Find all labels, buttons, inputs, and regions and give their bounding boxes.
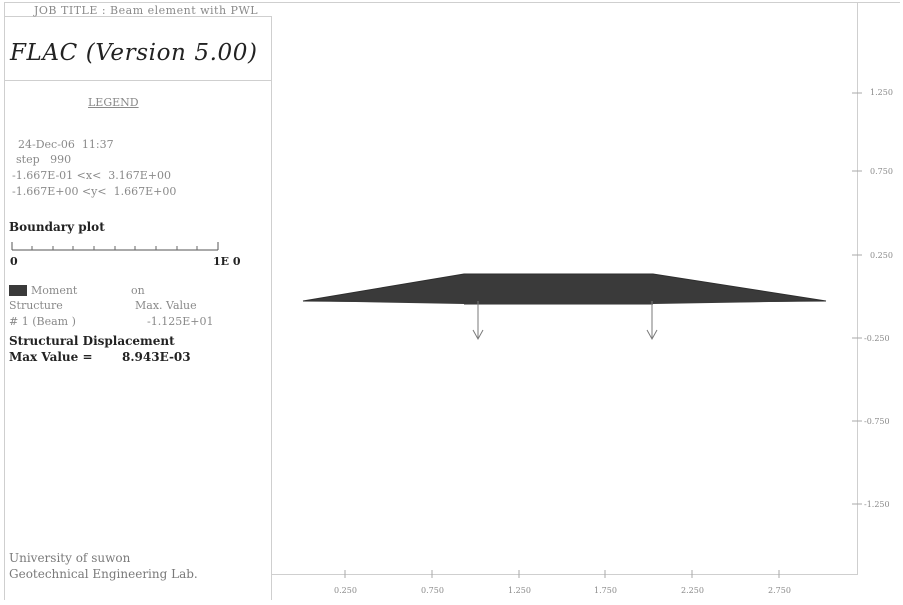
- bottom-border: [272, 574, 858, 575]
- boundary-scale-bar: [11, 242, 219, 251]
- y-tick-label: -0.750: [864, 417, 890, 426]
- footer-university: University of suwon: [9, 551, 131, 565]
- max-value-header: Max. Value: [135, 299, 197, 312]
- boundary-scale-max: 1E 0: [213, 255, 241, 268]
- footer-lab: Geotechnical Engineering Lab.: [9, 567, 198, 581]
- top-border: [4, 2, 900, 3]
- beam-entry: # 1 (Beam ): [9, 315, 76, 328]
- moment-state: on: [131, 284, 145, 297]
- legend-date: 24-Dec-06 11:37: [18, 138, 114, 151]
- legend-step: step 990: [16, 153, 72, 166]
- y-tick-label: 0.250: [870, 251, 893, 260]
- moment-diagram-lower: [303, 301, 826, 304]
- load-arrow-left: [472, 301, 484, 341]
- app-title-divider: [4, 80, 272, 81]
- plot-canvas: [302, 273, 827, 341]
- job-title: JOB TITLE : Beam element with PWL: [34, 4, 259, 17]
- structure-header: Structure: [9, 299, 63, 312]
- x-axis-ticks: [344, 570, 780, 578]
- right-border: [857, 2, 858, 574]
- displacement-max-value: 8.943E-03: [122, 350, 191, 364]
- y-tick-label: -0.250: [864, 334, 890, 343]
- legend-x-range: -1.667E-01 <x< 3.167E+00: [12, 169, 172, 182]
- legend-panel-divider: [271, 16, 272, 600]
- legend-y-range: -1.667E+00 <y< 1.667E+00: [12, 185, 177, 198]
- y-tick-label: 0.750: [870, 167, 893, 176]
- job-title-divider: [4, 16, 272, 17]
- x-tick-label: 1.750: [594, 586, 617, 595]
- load-arrow-right: [646, 301, 658, 341]
- beam-max-value: -1.125E+01: [147, 315, 214, 328]
- displacement-max-label: Max Value =: [9, 350, 93, 364]
- y-axis-ticks: [852, 92, 862, 505]
- x-tick-label: 2.250: [681, 586, 704, 595]
- x-tick-label: 0.250: [334, 586, 357, 595]
- app-title: FLAC (Version 5.00): [10, 40, 258, 66]
- left-border: [4, 2, 5, 600]
- boundary-plot-title: Boundary plot: [9, 220, 105, 234]
- x-tick-label: 1.250: [508, 586, 531, 595]
- legend-title: LEGEND: [88, 96, 139, 109]
- boundary-scale-min: 0: [10, 255, 18, 268]
- structural-displacement-title: Structural Displacement: [9, 334, 175, 348]
- x-tick-label: 2.750: [768, 586, 791, 595]
- moment-color-swatch: [9, 285, 27, 296]
- y-tick-label: 1.250: [870, 88, 893, 97]
- moment-label: Moment: [31, 284, 78, 297]
- moment-diagram: [302, 273, 827, 305]
- x-tick-label: 0.750: [421, 586, 444, 595]
- y-tick-label: -1.250: [864, 500, 890, 509]
